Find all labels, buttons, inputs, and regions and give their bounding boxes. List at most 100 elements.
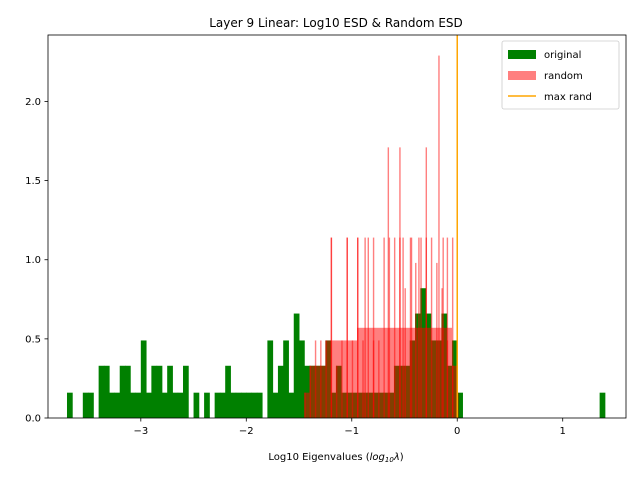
random-bar [404,288,406,418]
original-bar [225,365,231,418]
random-bar [304,392,306,418]
random-bar [325,340,327,418]
original-bar [214,392,221,418]
random-bar [451,237,454,418]
original-bar [98,365,105,418]
random-bar [304,392,310,418]
random-bar [314,340,317,418]
original-bar [204,392,210,418]
random-bar [367,237,370,418]
x-tick-label: −2 [239,426,254,437]
y-tick-label: 0.5 [25,334,41,345]
legend-swatch-random [508,71,536,80]
original-bar [161,392,168,418]
random-bar [451,365,458,418]
plot-area [66,35,606,418]
random-bar [351,340,354,418]
random-bar [418,237,420,418]
original-bar [82,392,89,418]
random-bar [378,340,380,418]
x-axis-label: Log10 Eigenvalues (log10λ) [268,452,403,464]
random-bar [420,237,422,418]
random-bar [383,237,385,418]
random-bar [341,340,343,418]
random-bar [425,147,428,418]
random-bar [309,365,326,418]
random-bar [362,340,364,418]
random-bar [441,288,443,418]
original-bar [272,392,279,418]
y-tick-label: 1.5 [25,176,41,187]
legend-label: max rand [544,92,592,103]
original-bar [151,365,158,418]
random-bar [393,237,396,418]
x-tick-label: −1 [344,426,359,437]
random-bar [399,147,401,418]
chart-title: Layer 9 Linear: Log10 ESD & Random ESD [209,16,463,30]
random-bar [446,237,449,418]
legend-swatch-original [508,50,536,59]
original-bar [230,392,237,418]
original-bar [109,392,115,418]
original-bar [267,340,274,418]
original-bar [235,392,242,418]
axes-border [47,34,627,419]
x-axis: −3 −2 −1 0 1 [133,418,566,437]
original-bar [241,392,247,418]
original-bar [146,392,152,418]
original-bar [246,392,253,418]
original-bar [299,340,305,418]
random-bar [410,237,413,418]
axes-frame [47,34,627,419]
random-bar [320,340,322,418]
original-bar [66,392,73,418]
random-bar [442,237,444,418]
x-tick-label: 0 [454,426,460,437]
original-bar [277,365,284,418]
original-bar [177,392,184,418]
random-bar [325,340,342,418]
original-bar [288,392,295,418]
original-bar [457,392,463,418]
original-bar [599,392,606,418]
original-bar [172,392,179,418]
random-bar [372,237,375,418]
original-bar [304,365,311,418]
original-bar [103,365,110,418]
original-bar [283,340,289,418]
random-bar [436,262,438,418]
y-tick-label: 2.0 [25,97,41,108]
original-bar [88,392,94,418]
original-bar [156,365,163,418]
original-bar [256,392,263,418]
original-bar [124,365,131,418]
random-bar [364,237,366,418]
random-bar [430,237,433,418]
random-bar [388,237,391,418]
original-bar [119,365,126,418]
random-bar [346,237,348,418]
legend-label: original [544,50,581,61]
y-tick-label: 1.0 [25,255,41,266]
random-bar [387,147,390,418]
original-bar [114,392,121,418]
original-bar [167,365,173,418]
random-bar [357,237,359,418]
random-bar [438,55,440,418]
original-bar [135,392,142,418]
random-bar [335,365,338,418]
random-bar [409,237,412,418]
random-bar [415,262,417,418]
original-bar [293,313,300,418]
original-bar [251,392,258,418]
random-bar [330,237,333,418]
original-bar [219,392,226,418]
original-bar [140,340,147,418]
y-tick-label: 0.0 [25,414,41,425]
random-bar [402,237,404,418]
x-tick-label: 1 [560,426,566,437]
original-bar [130,392,136,418]
random-bar [309,365,311,418]
x-tick-label: −3 [133,426,148,437]
